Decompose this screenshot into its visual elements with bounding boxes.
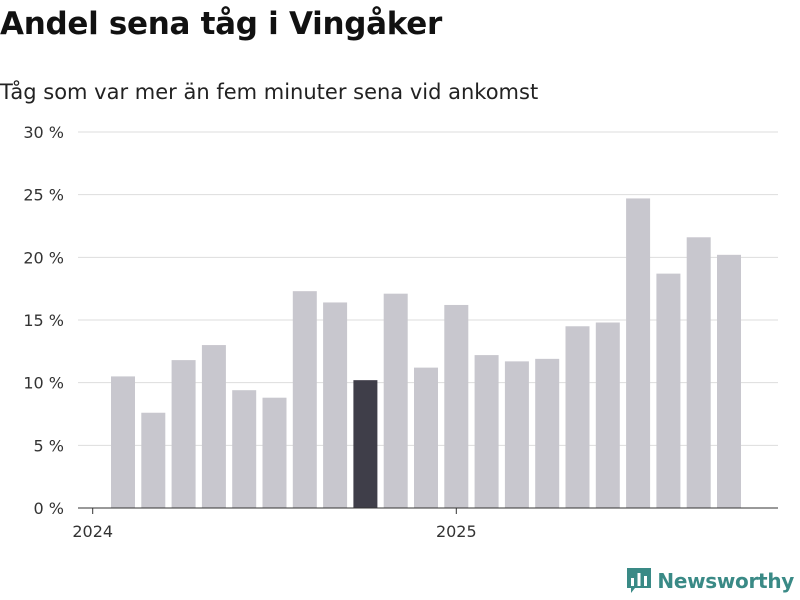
bar [414,367,438,508]
bar [111,376,135,508]
bar [262,397,287,508]
bar [201,345,226,508]
x-tick-label: 2025 [436,522,477,541]
bar [626,198,651,508]
bar [232,390,257,508]
bar [141,412,166,508]
y-tick-label: 30 % [23,123,64,142]
bar [444,304,469,508]
bar [656,273,681,508]
newsworthy-logo-icon [627,568,652,593]
chart-title: Andel sena tåg i Vingåker [0,6,442,42]
y-tick-label: 10 % [23,374,64,393]
bar [565,326,590,508]
bar [383,293,408,508]
bar [171,360,196,508]
x-tick-label: 2024 [72,522,113,541]
bar [717,254,741,508]
bar [504,361,529,508]
bar [686,237,711,508]
bar [535,358,560,508]
brand-name: Newsworthy [657,569,794,593]
y-tick-label: 15 % [23,311,64,330]
bar [292,291,317,508]
y-tick-label: 25 % [23,186,64,205]
brand-logo[interactable]: Newsworthy [627,568,794,594]
chart-subtitle: Tåg som var mer än fem minuter sena vid … [0,80,539,104]
bar [595,322,620,508]
bar [323,302,348,508]
y-tick-label: 0 % [34,499,64,518]
y-tick-label: 20 % [23,248,64,267]
bar [353,380,378,508]
y-tick-label: 5 % [34,436,64,455]
bar [474,355,499,508]
